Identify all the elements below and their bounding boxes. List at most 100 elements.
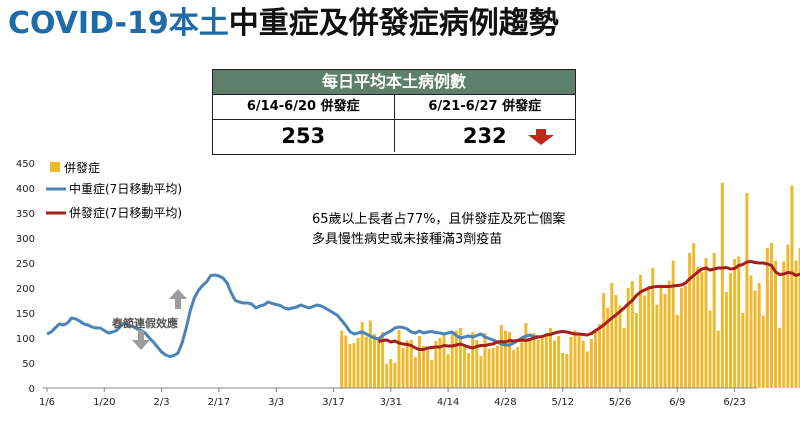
y-tick-label: 200: [16, 284, 35, 295]
note-line-2: 多具慢性病史或未接種滿3劑疫苗: [312, 231, 502, 247]
complication-bar: [463, 346, 466, 388]
complication-bar: [348, 344, 352, 388]
complication-bar: [364, 336, 368, 388]
trend-chart: 0 50 100 150 200 250 300 350 400 450 1/6 1/20 2/3 2/1…: [16, 159, 800, 408]
complication-bar: [352, 343, 356, 388]
lines-layer: [46, 260, 800, 358]
complication-bar: [413, 357, 417, 388]
complication-bar: [479, 356, 483, 388]
complication-bar: [663, 294, 667, 388]
complication-bar: [753, 290, 757, 388]
complication-bar: [700, 272, 704, 388]
complication-avg-line: [378, 260, 800, 351]
complication-bar: [344, 335, 348, 388]
complication-bar: [385, 364, 389, 388]
complication-bar: [798, 248, 800, 388]
complication-bar: [606, 308, 610, 388]
complication-bar: [544, 333, 548, 388]
complication-bar: [508, 332, 511, 388]
note-line-1: 65歲以上長者占77%，且併發症及死亡個案: [312, 212, 565, 227]
holiday-up-arrow-icon: [169, 289, 187, 309]
value-2: 232: [462, 124, 507, 148]
complication-bar: [769, 243, 773, 388]
y-tick-label: 350: [16, 209, 35, 220]
complication-bar: [716, 330, 720, 388]
complication-bar: [761, 315, 765, 388]
holiday-down-arrow-icon: [132, 330, 150, 350]
complication-bar: [389, 359, 393, 388]
complication-bar: [565, 354, 569, 388]
complication-bar: [536, 339, 540, 388]
x-tick-label: 5/26: [609, 397, 631, 408]
x-tick-label: 2/3: [154, 397, 170, 408]
complication-bar: [577, 335, 581, 388]
title-prefix: COVID-19本土: [8, 6, 229, 41]
complication-bar: [684, 285, 687, 388]
y-tick-label: 50: [22, 359, 35, 370]
legend-complication-label: 併發症(7日移動平均): [69, 205, 182, 220]
complication-bar: [491, 348, 495, 388]
value-cell-2: 232: [393, 120, 576, 152]
legend-moderate-label: 中重症(7日移動平均): [69, 181, 182, 196]
complication-bar: [548, 328, 552, 388]
complication-bar: [692, 243, 696, 388]
x-tick-label: 4/28: [494, 397, 516, 408]
complication-bar: [430, 360, 434, 388]
x-tick-label: 6/9: [669, 397, 685, 408]
x-tick-label: 5/12: [551, 397, 573, 408]
complication-bar: [614, 295, 618, 388]
moderate-severe-line: [46, 273, 539, 358]
summary-table-value-row: 253 232: [213, 120, 575, 152]
complication-bar: [381, 332, 385, 388]
complication-bar: [581, 340, 585, 388]
complication-bar: [356, 338, 360, 388]
summary-table-heading: 每日平均本土病例數: [213, 70, 575, 95]
chart-note: 65歲以上長者占77%，且併發症及死亡個案 多具慢性病史或未接種滿3劑疫苗: [312, 212, 565, 247]
complication-bar: [737, 256, 741, 388]
y-tick-label: 250: [16, 259, 35, 270]
complication-bar: [561, 353, 565, 388]
complication-bar: [495, 345, 499, 388]
legend-bar-label: 併發症: [64, 160, 100, 175]
title-main: 中重症及併發症病例趨勢: [228, 6, 559, 41]
bars-layer: [340, 183, 800, 388]
complication-bar: [524, 323, 528, 388]
complication-bar: [409, 340, 413, 388]
x-tick-label: 4/14: [437, 397, 459, 408]
complication-bar: [667, 280, 671, 388]
complication-bar: [688, 253, 692, 388]
x-tick-label: 3/31: [380, 397, 402, 408]
complication-bar: [483, 333, 487, 388]
complication-bar: [467, 353, 471, 388]
y-tick-label: 400: [16, 184, 35, 195]
axis-layer: 0 50 100 150 200 250 300 350 400 450 1/6 1/20 2/3 2/1…: [16, 159, 757, 408]
complication-bar: [516, 347, 520, 388]
complication-bar: [434, 341, 438, 388]
complication-bar: [675, 315, 679, 388]
complication-bar: [593, 330, 597, 388]
complication-bar: [720, 183, 724, 388]
complication-bar: [598, 324, 602, 388]
x-tick-label: 2/17: [208, 397, 230, 408]
complication-bar: [557, 336, 561, 388]
complication-bar: [765, 248, 769, 388]
complication-bar: [786, 244, 790, 388]
complication-bar: [458, 328, 462, 388]
complication-bar: [712, 253, 716, 388]
complication-bar: [659, 284, 663, 388]
period-cell-1: 6/14-6/20 併發症: [213, 95, 394, 120]
period-cell-2: 6/21-6/27 併發症: [393, 95, 575, 120]
complication-bar: [790, 185, 794, 388]
y-tick-label: 100: [16, 334, 35, 345]
complication-bar: [622, 328, 626, 388]
complication-bar: [610, 283, 614, 388]
complication-bar: [745, 193, 749, 388]
complication-bar: [397, 330, 401, 388]
summary-table-period-row: 6/14-6/20 併發症 6/21-6/27 併發症: [213, 95, 575, 120]
complication-bar: [655, 304, 659, 388]
complication-bar: [368, 320, 372, 388]
x-tick-label: 3/17: [322, 397, 344, 408]
page-title: COVID-19本土中重症及併發症病例趨勢: [8, 2, 559, 46]
complication-bar: [426, 346, 430, 388]
x-tick-label: 1/6: [39, 397, 55, 408]
